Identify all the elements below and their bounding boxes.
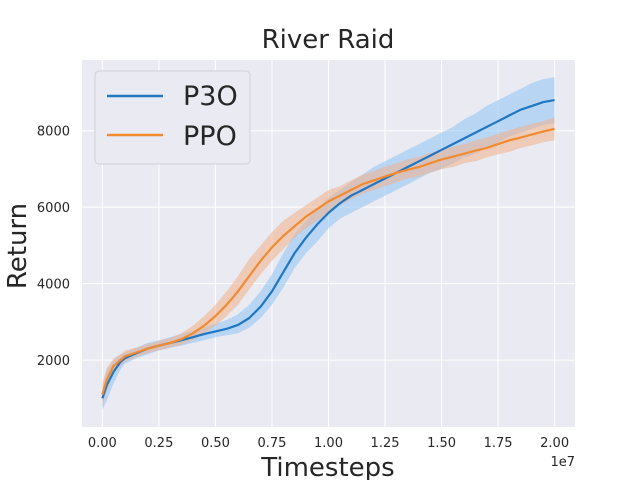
x-tick-label: 1.75	[484, 436, 513, 451]
x-axis-label: Timesteps	[260, 453, 394, 480]
y-tick-label: 6000	[37, 201, 70, 216]
y-axis-label: Return	[3, 203, 33, 289]
legend: P3O PPO	[94, 70, 251, 165]
x-offset-label: 1e7	[550, 455, 575, 470]
y-tick-label: 2000	[37, 354, 70, 369]
line-ppo	[101, 127, 555, 395]
x-tick-label: 0.75	[257, 436, 286, 451]
x-tick-label: 0.25	[144, 436, 173, 451]
series-lines	[101, 99, 555, 399]
legend-box	[94, 70, 251, 165]
x-tick-labels: 0.00 0.25 0.50 0.75 1.00 1.25 1.50 1.75 2.00	[88, 436, 569, 451]
y-tick-label: 8000	[37, 125, 70, 140]
band-ppo	[102, 117, 555, 407]
x-tick-label: 1.00	[314, 436, 343, 451]
x-tick-label: 0.00	[88, 436, 117, 451]
legend-label-ppo: PPO	[183, 121, 237, 152]
x-tick-label: 0.50	[201, 436, 230, 451]
y-tick-label: 4000	[37, 278, 70, 293]
chart-title: River Raid	[262, 25, 395, 55]
y-tick-labels: 2000 4000 6000 8000	[37, 125, 70, 369]
x-tick-label: 2.00	[540, 436, 569, 451]
x-tick-label: 1.50	[427, 436, 456, 451]
x-tick-label: 1.25	[371, 436, 400, 451]
legend-label-p3o: P3O	[183, 81, 238, 112]
